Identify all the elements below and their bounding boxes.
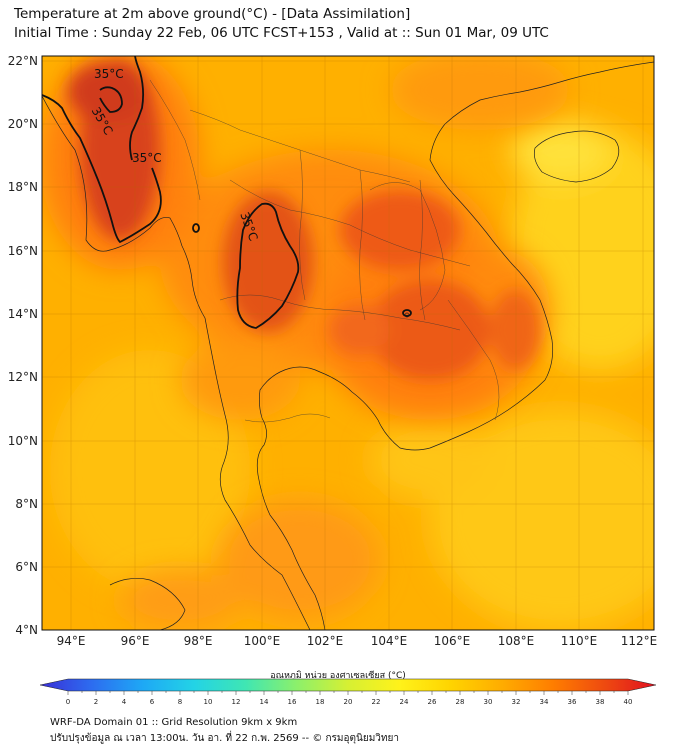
colorbar-tick-label: 24	[400, 698, 409, 706]
province-borders	[149, 79, 500, 423]
lon-label: 94°E	[57, 634, 86, 648]
coastlines	[42, 61, 654, 630]
lat-label: 22°N	[8, 54, 38, 68]
lat-label: 12°N	[8, 370, 38, 384]
lat-label: 4°N	[15, 623, 38, 637]
map-title: Temperature at 2m above ground(°C) - [Da…	[14, 6, 411, 22]
lat-label: 14°N	[8, 307, 38, 321]
colorbar-tick-label: 32	[512, 698, 521, 706]
lon-label: 106°E	[434, 634, 471, 648]
colorbar-tick-label: 0	[66, 698, 70, 706]
lat-label: 6°N	[15, 560, 38, 574]
update-info: ปรับปรุงข้อมูล ณ เวลา 13:00น. วัน อา. ที…	[50, 733, 399, 744]
lat-label: 20°N	[8, 117, 38, 131]
model-info: WRF-DA Domain 01 :: Grid Resolution 9km …	[50, 717, 298, 728]
latitude-labels: 22°N 20°N 18°N 16°N 14°N 12°N 10°N 8°N 6…	[8, 54, 38, 637]
colorbar-tick-label: 22	[372, 698, 381, 706]
colorbar-tick-label: 18	[316, 698, 325, 706]
map-subtitle: Initial Time : Sunday 22 Feb, 06 UTC FCS…	[14, 25, 549, 41]
colorbar-tick-label: 36	[568, 698, 577, 706]
lon-label: 100°E	[244, 634, 281, 648]
lat-label: 16°N	[8, 244, 38, 258]
graticule	[42, 56, 654, 630]
lon-label: 104°E	[371, 634, 408, 648]
colorbar-tick-label: 30	[484, 698, 493, 706]
colorbar-gradient	[39, 678, 657, 692]
lon-label: 96°E	[121, 634, 150, 648]
lon-label: 112°E	[621, 634, 658, 648]
longitude-labels: 94°E 96°E 98°E 100°E 102°E 104°E 106°E 1…	[57, 634, 658, 648]
lat-label: 10°N	[8, 434, 38, 448]
colorbar-tick-label: 4	[122, 698, 127, 706]
lat-label: 18°N	[8, 180, 38, 194]
colorbar-tick-label: 16	[288, 698, 297, 706]
contour-label: 35°C	[94, 67, 124, 81]
lon-label: 110°E	[561, 634, 598, 648]
colorbar-tick-label: 2	[94, 698, 98, 706]
colorbar-tick-label: 12	[232, 698, 241, 706]
colorbar-tick-label: 6	[150, 698, 155, 706]
lon-label: 108°E	[498, 634, 535, 648]
colorbar-tick-label: 34	[540, 698, 549, 706]
colorbar-ticks: 0 2 4 6 8 10 12 14 16 18 20 22 24 26 28 30 32 34 36 38 40	[66, 691, 633, 706]
temperature-map: 35°C 35°C 35°C 35°C 22°N 20°N 18°N 16°N …	[8, 54, 658, 648]
colorbar-tick-label: 14	[260, 698, 269, 706]
lon-label: 102°E	[307, 634, 344, 648]
lon-label: 98°E	[184, 634, 213, 648]
colorbar-title: อุณหภูมิ หน่วย องศาเซลเซียส (°C)	[270, 671, 406, 681]
colorbar-tick-label: 8	[178, 698, 182, 706]
colorbar-tick-label: 10	[204, 698, 213, 706]
colorbar-tick-label: 20	[344, 698, 353, 706]
map-frame	[41, 55, 655, 631]
lat-label: 8°N	[15, 497, 38, 511]
colorbar: 0 2 4 6 8 10 12 14 16 18 20 22 24 26 28 30 32 34 36 38 40	[39, 678, 657, 706]
colorbar-tick-label: 40	[624, 698, 633, 706]
colorbar-tick-label: 38	[596, 698, 605, 706]
colorbar-tick-label: 28	[456, 698, 465, 706]
colorbar-tick-label: 26	[428, 698, 437, 706]
temperature-field	[42, 56, 654, 630]
contour-label: 35°C	[132, 151, 162, 165]
contour-35c	[42, 56, 412, 329]
